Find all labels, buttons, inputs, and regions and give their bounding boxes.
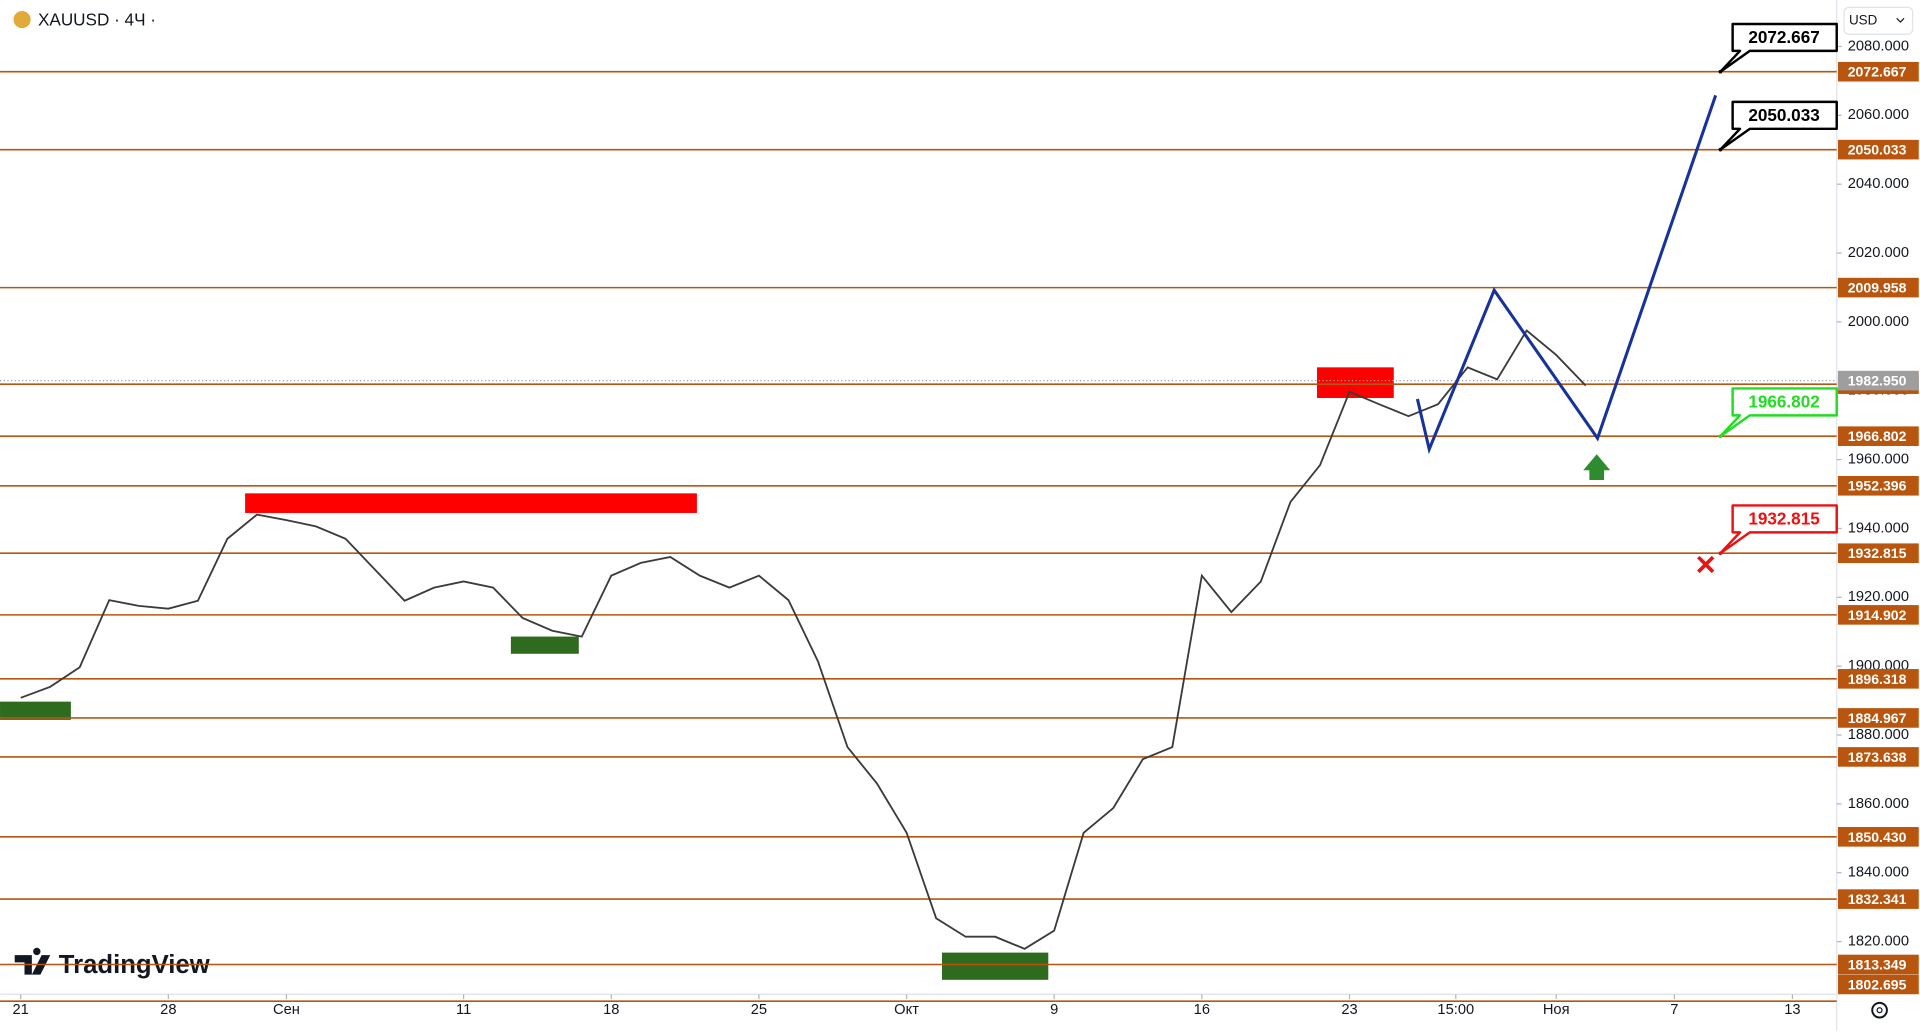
- x-tick-label: 11: [456, 1002, 471, 1018]
- level-label-bg: [1837, 543, 1919, 563]
- level-label: 1966.802: [1848, 428, 1907, 444]
- x-tick-label: 25: [751, 1002, 767, 1018]
- x-tick-label: 7: [1670, 1002, 1678, 1018]
- callout-box: [1719, 100, 1838, 151]
- level-label: 1914.902: [1848, 607, 1907, 623]
- y-tick-label: 2020.000: [1848, 245, 1909, 261]
- level-label-bg: [1837, 827, 1919, 847]
- level-label: 2050.033: [1848, 142, 1907, 158]
- level-label-bg: [1837, 708, 1919, 728]
- level-label: 1813.349: [1848, 956, 1907, 972]
- level-label-bg: [1837, 889, 1919, 909]
- level-label: 1932.815: [1848, 545, 1907, 561]
- price-line: [20, 329, 1587, 950]
- x-tick-label: Сен: [273, 1002, 300, 1018]
- y-tick-label: 1920.000: [1848, 589, 1909, 605]
- level-label-bg: [1837, 139, 1919, 160]
- x-tick-label: 13: [1784, 1002, 1800, 1018]
- level-label: 1896.318: [1848, 671, 1907, 687]
- settings-gear-center[interactable]: [1876, 1007, 1883, 1014]
- current-price-bg: [1837, 370, 1919, 391]
- y-tick-label: 1940.000: [1848, 520, 1909, 536]
- level-label-bg: [1837, 426, 1919, 446]
- level-label-bg: [1837, 669, 1919, 689]
- callout-label: 2072.667: [1748, 27, 1819, 47]
- x-tick-label: 28: [160, 1002, 176, 1018]
- x-tick-label: 16: [1194, 1002, 1210, 1018]
- zone: [1317, 367, 1394, 398]
- level-label: 1832.341: [1848, 891, 1907, 907]
- level-label: 1952.396: [1848, 478, 1907, 494]
- x-tick-label: Окт: [894, 1002, 919, 1018]
- level-label: 1873.638: [1848, 749, 1907, 765]
- y-tick-label: 2080.000: [1848, 38, 1909, 54]
- cross-mark: [1697, 555, 1715, 574]
- level-label-bg: [1837, 747, 1919, 767]
- y-tick-label: 2060.000: [1848, 107, 1909, 123]
- x-tick-label: 15:00: [1437, 1002, 1474, 1018]
- current-price-label: 1982.950: [1848, 373, 1907, 389]
- y-tick-label: 2040.000: [1848, 176, 1909, 192]
- zone: [245, 493, 697, 513]
- callout-label: 1932.815: [1748, 509, 1820, 529]
- level-label-bg: [1837, 605, 1919, 625]
- level-label: 1850.430: [1848, 829, 1907, 845]
- zone: [941, 952, 1049, 980]
- zone: [510, 636, 579, 654]
- symbol-icon: [13, 11, 31, 29]
- y-tick-label: 1880.000: [1848, 727, 1909, 743]
- callout-box: [1719, 504, 1838, 555]
- y-tick-label: 1840.000: [1848, 865, 1909, 881]
- settings-icon[interactable]: [1871, 1001, 1888, 1019]
- x-tick-label: Ноя: [1543, 1002, 1570, 1018]
- dropdown-icon: [1896, 17, 1905, 23]
- y-tick-label: 2000.000: [1848, 314, 1909, 330]
- x-tick-label: 18: [603, 1002, 619, 1018]
- level-label: 2009.958: [1848, 280, 1907, 296]
- currency[interactable]: USD: [1849, 12, 1878, 27]
- currency-button[interactable]: [1843, 6, 1914, 35]
- level-label-bg: [1837, 475, 1919, 496]
- symbol-title: XAUUSD · 4Ч ·: [38, 9, 156, 29]
- y-tick-label: 1860.000: [1848, 796, 1909, 812]
- level-label: 1884.967: [1848, 710, 1907, 726]
- level-label-bg: [1837, 61, 1919, 82]
- level-label-bg: [1837, 954, 1919, 975]
- callout-label: 2050.033: [1748, 105, 1819, 125]
- y-tick-label: 1820.000: [1848, 933, 1909, 949]
- level-label-bg: [1837, 974, 1919, 995]
- callout-label: 1966.802: [1748, 392, 1819, 412]
- x-tick-label: 21: [13, 1002, 29, 1018]
- zone: [0, 701, 71, 720]
- logo-icon: [14, 947, 51, 975]
- x-tick-label: 23: [1341, 1002, 1357, 1018]
- x-tick-label: 9: [1050, 1002, 1058, 1018]
- level-label-bg: [1837, 277, 1919, 298]
- level-label: 2072.667: [1848, 64, 1907, 80]
- settings-gear[interactable]: [1871, 1001, 1888, 1019]
- callout-box: [1719, 22, 1838, 73]
- up-arrow: [1583, 454, 1611, 480]
- projection-line: [1415, 94, 1718, 455]
- y-tick-label: 1960.000: [1848, 451, 1909, 467]
- level-label: 1802.695: [1848, 976, 1907, 992]
- callout-box: [1719, 387, 1838, 438]
